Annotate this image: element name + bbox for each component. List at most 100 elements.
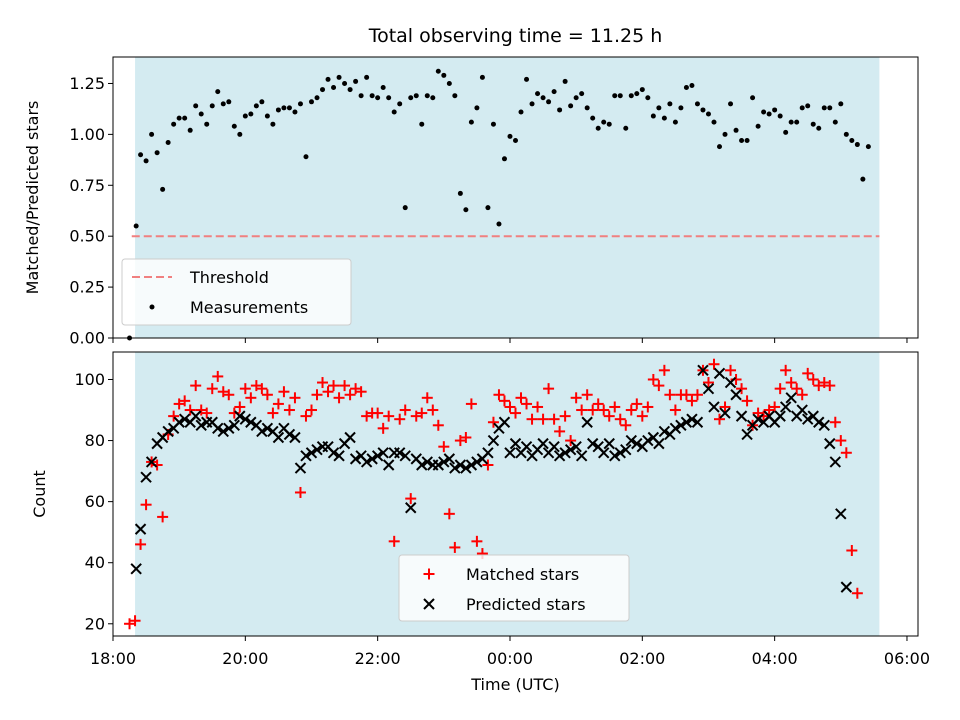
predicted-point (454, 459, 467, 471)
bottom-legend: Matched stars Predicted stars (398, 554, 630, 622)
matched-point (250, 380, 262, 392)
matched-point (388, 535, 400, 547)
matched-point (642, 401, 654, 413)
measurement-point (369, 93, 375, 99)
matched-point (537, 413, 549, 425)
matched-point (785, 377, 797, 389)
legend-measurement-swatch (149, 304, 155, 310)
predicted-point (724, 376, 737, 389)
predicted-point (377, 447, 389, 459)
matched-point (278, 386, 290, 398)
measurement-point (182, 115, 188, 121)
measurement-point (843, 131, 849, 137)
matched-point (559, 410, 571, 422)
predicted-point (697, 364, 709, 377)
legend-x-mark (423, 598, 435, 610)
predicted-point (239, 413, 252, 425)
measurement-point (821, 105, 827, 111)
predicted-point (300, 450, 312, 462)
measurement-point (628, 93, 634, 99)
predicted-point (691, 416, 704, 428)
predicted-point (449, 462, 461, 474)
matched-point (647, 373, 659, 385)
predicted-point (548, 440, 560, 453)
matched-point (328, 380, 340, 392)
predicted-point (311, 444, 323, 456)
matched-point (691, 389, 703, 401)
matched-point (625, 404, 637, 416)
predicted-point (719, 407, 731, 419)
matched-point (664, 389, 676, 401)
matched-point (300, 410, 312, 422)
ratio-panel: 0.00 0.25 0.50 0.75 1.00 1.25 Total observing… (23, 25, 919, 348)
measurement-point (717, 144, 723, 150)
y-tick-label: 40 (85, 553, 105, 572)
measurement-point (750, 95, 756, 101)
measurement-point (744, 137, 750, 143)
matched-point (135, 538, 147, 550)
matched-point (377, 422, 389, 434)
matched-point (532, 401, 544, 413)
matched-point (603, 410, 615, 422)
matched-point (714, 413, 726, 425)
predicted-point (559, 447, 571, 459)
measurement-point (419, 121, 425, 127)
bottom-legend-box (398, 554, 630, 622)
predicted-point (575, 450, 588, 462)
predicted-point (289, 431, 301, 444)
matched-point (653, 380, 665, 392)
measurement-point (424, 93, 430, 99)
measurement-point (176, 115, 182, 121)
measurement-point (281, 105, 287, 111)
predicted-point (394, 447, 406, 459)
matched-point (554, 425, 566, 437)
matched-point (410, 410, 422, 422)
legend-plus-mark (423, 568, 435, 580)
y-tick-label: 80 (85, 431, 105, 450)
predicted-point (217, 425, 229, 438)
measurement-point (468, 119, 474, 125)
top-legend-box (121, 258, 352, 326)
measurement-point (479, 74, 485, 80)
y-tick-label: 0.50 (69, 227, 105, 246)
measurement-point (292, 109, 298, 115)
matched-point (449, 541, 461, 553)
matched-point (669, 404, 681, 416)
predicted-point (818, 419, 830, 431)
measurement-point (165, 140, 171, 146)
matched-point (344, 389, 356, 401)
measurement-point (645, 95, 651, 101)
matched-point (702, 377, 714, 389)
matched-point (636, 410, 648, 422)
matched-point (399, 404, 411, 416)
predicted-point (625, 434, 637, 447)
matched-point (245, 392, 257, 404)
matched-point (471, 535, 483, 547)
legend-predicted-swatch (423, 598, 435, 610)
measurement-point (242, 113, 248, 119)
y-tick-label: 60 (85, 492, 105, 511)
predicted-point (702, 382, 715, 395)
measurement-point (446, 80, 452, 86)
measurement-point (766, 111, 772, 117)
measurement-point (259, 99, 265, 105)
measurement-point (667, 101, 673, 107)
x-tick-label: 00:00 (487, 649, 533, 668)
measurement-point (849, 137, 855, 143)
predicted-point (653, 437, 665, 450)
measurement-point (518, 109, 524, 115)
predicted-point (305, 447, 318, 459)
predicted-point (344, 431, 356, 444)
matched-point (835, 435, 847, 447)
predicted-point (145, 456, 158, 468)
matched-point (658, 364, 670, 376)
measurement-point (683, 85, 689, 91)
matched-point (283, 404, 295, 416)
measurement-point (705, 111, 711, 117)
predicted-point (272, 431, 285, 444)
measurement-point (672, 119, 678, 125)
measurement-point (579, 91, 585, 97)
bottom-plot-frame (112, 351, 919, 637)
matched-point (421, 392, 433, 404)
predicted-point (482, 447, 494, 459)
